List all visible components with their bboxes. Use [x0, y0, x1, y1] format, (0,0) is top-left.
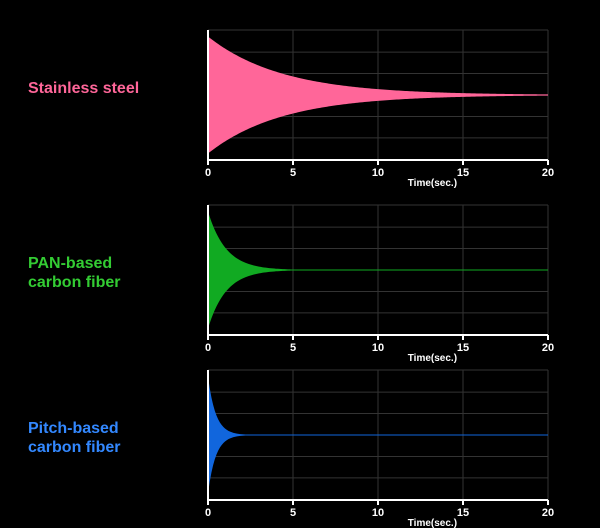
- material-label: Stainless steel: [28, 79, 139, 98]
- material-label: PAN-based carbon fiber: [28, 254, 120, 292]
- damping-plot: 05101520Time(sec.): [208, 205, 548, 335]
- material-label: Pitch-based carbon fiber: [28, 419, 120, 457]
- svg-text:5: 5: [290, 342, 296, 354]
- panel-0: Stainless steel05101520Time(sec.): [0, 30, 600, 200]
- svg-text:20: 20: [542, 507, 554, 519]
- svg-text:20: 20: [542, 342, 554, 354]
- svg-text:0: 0: [205, 342, 211, 354]
- svg-text:5: 5: [290, 167, 296, 179]
- panel-2: Pitch-based carbon fiber05101520Time(sec…: [0, 370, 600, 528]
- damping-plot: 05101520Time(sec.): [208, 30, 548, 160]
- svg-text:Time(sec.): Time(sec.): [408, 353, 457, 364]
- svg-text:10: 10: [372, 507, 384, 519]
- svg-text:Time(sec.): Time(sec.): [408, 178, 457, 189]
- svg-text:Time(sec.): Time(sec.): [408, 518, 457, 528]
- svg-text:15: 15: [457, 507, 469, 519]
- svg-text:15: 15: [457, 167, 469, 179]
- damping-plot: 05101520Time(sec.): [208, 370, 548, 500]
- svg-text:20: 20: [542, 167, 554, 179]
- svg-text:10: 10: [372, 167, 384, 179]
- panel-1: PAN-based carbon fiber05101520Time(sec.): [0, 205, 600, 375]
- svg-text:0: 0: [205, 167, 211, 179]
- svg-text:0: 0: [205, 507, 211, 519]
- svg-text:10: 10: [372, 342, 384, 354]
- svg-text:15: 15: [457, 342, 469, 354]
- svg-text:5: 5: [290, 507, 296, 519]
